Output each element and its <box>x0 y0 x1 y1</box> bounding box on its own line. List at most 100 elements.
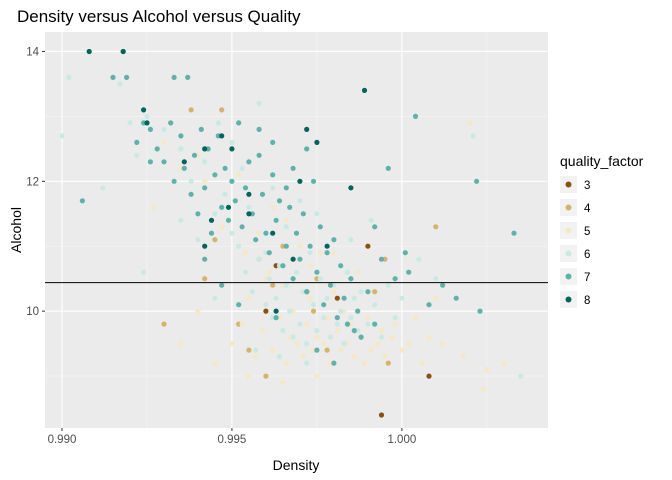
data-point-quality-8 <box>270 230 276 236</box>
data-point-quality-7 <box>304 146 310 152</box>
data-point-quality-6 <box>416 256 422 262</box>
data-point-quality-6 <box>178 146 184 152</box>
data-point-quality-7 <box>168 120 174 126</box>
data-point-quality-7 <box>355 308 361 314</box>
grid-major-lines <box>45 32 548 428</box>
data-point-quality-7 <box>202 185 208 191</box>
data-point-quality-8 <box>246 191 252 197</box>
data-point-quality-7 <box>178 133 184 139</box>
data-point-quality-5 <box>334 328 340 334</box>
data-point-quality-6 <box>314 211 320 217</box>
data-point-quality-7 <box>338 263 344 269</box>
data-point-quality-6 <box>470 133 476 139</box>
legend-key-quality-8 <box>565 296 572 303</box>
data-point-quality-7 <box>317 224 323 230</box>
data-point-quality-7 <box>256 126 262 132</box>
data-point-quality-6 <box>365 321 371 327</box>
data-point-quality-5 <box>480 386 486 392</box>
data-point-quality-7 <box>198 126 204 132</box>
data-point-quality-6 <box>161 126 167 132</box>
data-point-quality-6 <box>273 295 279 301</box>
data-point-quality-7 <box>314 347 320 353</box>
data-point-quality-8 <box>120 48 126 55</box>
data-point-quality-7 <box>110 74 116 80</box>
data-point-quality-5 <box>399 347 405 353</box>
data-point-quality-7 <box>406 269 412 275</box>
data-point-quality-6 <box>222 191 228 197</box>
data-point-quality-7 <box>276 198 283 204</box>
data-point-quality-8 <box>290 256 296 262</box>
data-point-quality-6 <box>304 360 310 366</box>
data-point-quality-4 <box>385 360 391 366</box>
data-point-quality-5 <box>297 243 303 249</box>
y-axis-ticks: 10 12 14 <box>26 46 45 318</box>
x-tick-label: 0.990 <box>48 434 77 446</box>
legend: quality_factor 3 4 5 6 7 8 <box>560 153 644 308</box>
data-point-quality-6 <box>314 328 320 334</box>
data-point-quality-6 <box>385 282 391 288</box>
chart-title: Density versus Alcohol versus Quality <box>17 7 301 26</box>
data-point-quality-6 <box>134 152 140 158</box>
data-point-quality-7 <box>188 191 194 197</box>
data-point-quality-5 <box>361 360 368 366</box>
data-point-quality-5 <box>460 354 466 360</box>
data-point-quality-5 <box>229 341 235 347</box>
data-point-quality-6 <box>253 347 259 353</box>
data-point-quality-7 <box>477 308 483 314</box>
y-axis-title: Alcohol <box>8 207 24 253</box>
data-point-quality-4 <box>270 282 276 288</box>
grid-minor-lines <box>45 32 548 428</box>
data-point-quality-7 <box>358 334 364 340</box>
data-point-quality-5 <box>195 308 201 314</box>
data-point-quality-7 <box>378 256 385 262</box>
data-point-quality-7 <box>300 211 306 217</box>
data-point-quality-6 <box>246 204 252 210</box>
data-point-quality-6 <box>358 289 364 295</box>
data-point-quality-7 <box>191 152 198 158</box>
data-point-quality-5 <box>433 295 439 301</box>
data-point-quality-5 <box>365 315 371 321</box>
legend-label: 4 <box>584 203 591 215</box>
data-point-quality-7 <box>365 289 371 295</box>
data-point-quality-6 <box>236 243 242 249</box>
data-point-quality-5 <box>368 347 374 353</box>
plot-panel <box>45 32 548 428</box>
data-point-quality-5 <box>283 360 289 366</box>
data-point-quality-5 <box>375 341 381 347</box>
data-point-quality-7 <box>273 217 279 223</box>
data-point-quality-7 <box>348 276 354 282</box>
data-point-quality-7 <box>280 263 286 269</box>
data-point-quality-4 <box>263 373 269 379</box>
data-point-quality-8 <box>348 185 354 191</box>
data-point-quality-7 <box>134 139 140 145</box>
data-point-quality-7 <box>341 295 347 301</box>
data-point-quality-5 <box>307 295 313 301</box>
data-point-quality-7 <box>307 243 313 249</box>
data-point-quality-5 <box>219 224 225 230</box>
data-point-quality-7 <box>314 269 320 275</box>
data-point-quality-7 <box>283 243 289 249</box>
data-point-quality-7 <box>331 237 337 243</box>
data-point-quality-5 <box>484 367 490 373</box>
legend-key-quality-3 <box>565 181 572 188</box>
data-point-quality-6 <box>266 276 272 282</box>
data-point-quality-5 <box>501 360 507 366</box>
data-point-quality-5 <box>239 321 245 327</box>
data-point-quality-5 <box>246 373 252 379</box>
data-point-quality-3 <box>263 308 269 314</box>
data-point-quality-6 <box>338 308 344 314</box>
data-point-quality-5 <box>280 380 286 386</box>
data-point-quality-5 <box>331 250 337 256</box>
data-point-quality-5 <box>426 334 432 340</box>
data-point-quality-7 <box>266 250 272 256</box>
data-point-quality-6 <box>242 269 249 275</box>
x-axis-title: Density <box>273 457 320 473</box>
data-point-quality-6 <box>304 341 310 347</box>
data-point-quality-7 <box>229 178 235 184</box>
data-point-quality-6 <box>297 321 303 327</box>
data-point-quality-7 <box>171 178 177 184</box>
data-point-quality-7 <box>259 191 266 197</box>
data-point-quality-6 <box>290 334 296 340</box>
data-point-quality-4 <box>219 107 225 113</box>
